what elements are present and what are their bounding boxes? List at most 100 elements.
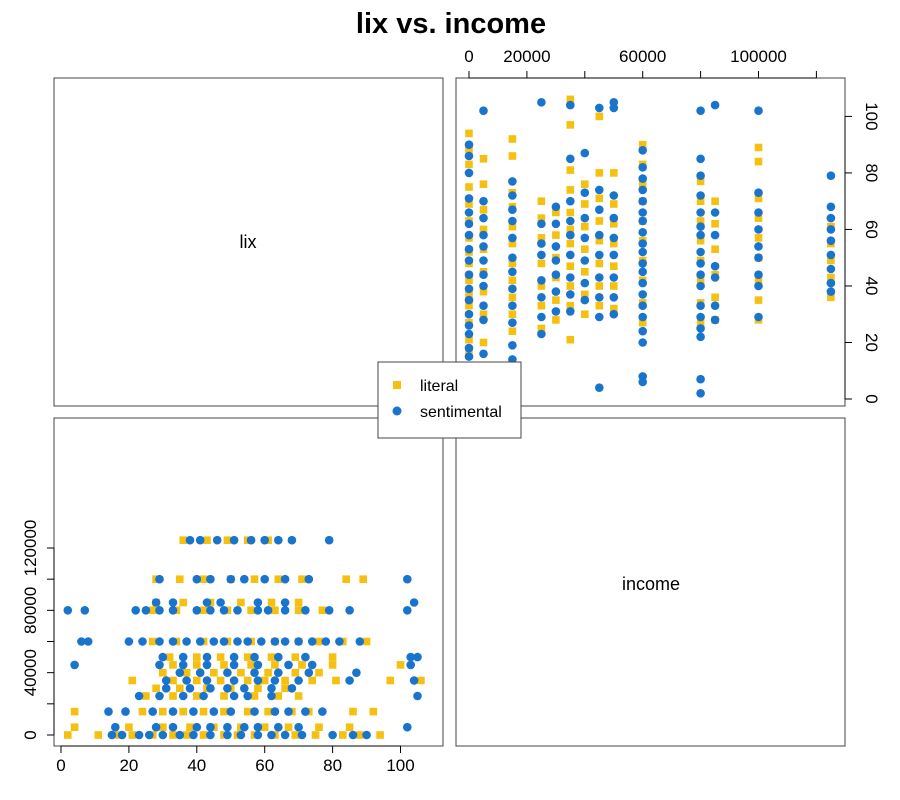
point-sentimental: [696, 191, 705, 200]
point-literal: [508, 276, 517, 285]
point-literal: [264, 668, 272, 677]
point-sentimental: [580, 148, 590, 158]
point-sentimental: [280, 574, 290, 584]
point-literal: [610, 262, 618, 270]
point-literal: [581, 245, 589, 253]
point-literal: [267, 653, 276, 661]
point-sentimental: [63, 606, 73, 615]
point-sentimental: [233, 637, 242, 646]
point-literal: [552, 208, 560, 217]
point-literal: [508, 152, 517, 160]
point-literal: [169, 661, 177, 669]
point-literal: [595, 259, 604, 268]
point-literal: [465, 276, 473, 285]
point-sentimental: [195, 637, 205, 646]
point-literal: [479, 310, 488, 318]
point-sentimental: [580, 188, 590, 197]
point-literal: [696, 236, 705, 245]
point-literal: [264, 707, 272, 716]
point-sentimental: [413, 691, 422, 701]
point-literal: [479, 287, 488, 296]
point-sentimental: [754, 281, 763, 291]
point-literal: [182, 731, 191, 739]
point-sentimental: [178, 691, 188, 701]
point-literal: [274, 692, 283, 700]
point-literal: [479, 205, 488, 214]
point-sentimental: [161, 676, 171, 685]
point-literal: [386, 676, 395, 685]
point-sentimental: [134, 691, 144, 701]
point-sentimental: [284, 707, 293, 716]
point-sentimental: [710, 100, 720, 110]
point-sentimental: [638, 301, 647, 311]
point-sentimental: [270, 676, 280, 685]
point-literal: [711, 220, 719, 228]
point-sentimental: [609, 293, 619, 302]
point-sentimental: [638, 208, 647, 217]
lower-left-points: [63, 535, 425, 740]
point-literal: [148, 606, 157, 615]
point-sentimental: [243, 691, 252, 701]
point-sentimental: [595, 250, 604, 260]
point-literal: [479, 225, 488, 234]
point-sentimental: [240, 684, 249, 693]
point-literal: [271, 661, 279, 669]
point-sentimental: [185, 684, 195, 693]
point-literal: [220, 661, 228, 669]
point-sentimental: [566, 307, 575, 316]
point-sentimental: [161, 684, 171, 693]
point-sentimental: [508, 318, 517, 328]
point-literal: [142, 692, 150, 700]
point-sentimental: [638, 239, 647, 248]
point-literal: [298, 575, 306, 583]
point-sentimental: [141, 606, 151, 615]
point-literal: [537, 282, 546, 290]
point-sentimental: [551, 256, 561, 265]
point-sentimental: [151, 722, 161, 732]
point-literal: [247, 661, 255, 669]
point-literal: [479, 180, 488, 188]
point-sentimental: [479, 242, 488, 251]
point-sentimental: [710, 230, 720, 240]
point-literal: [537, 259, 546, 268]
point-literal: [465, 200, 473, 208]
point-literal: [508, 239, 517, 248]
point-sentimental: [537, 276, 546, 285]
point-literal: [94, 731, 103, 739]
point-literal: [199, 606, 208, 615]
point-literal: [465, 301, 473, 310]
point-literal: [70, 723, 79, 731]
point-sentimental: [287, 684, 297, 693]
point-sentimental: [595, 293, 604, 302]
point-sentimental: [250, 652, 259, 662]
point-sentimental: [566, 230, 575, 240]
point-literal: [267, 598, 276, 607]
point-sentimental: [754, 188, 763, 197]
point-sentimental: [826, 225, 836, 234]
point-literal: [581, 200, 589, 208]
point-literal: [537, 324, 546, 333]
point-literal: [291, 731, 300, 739]
point-sentimental: [537, 239, 546, 248]
point-literal: [128, 731, 137, 739]
point-sentimental: [638, 228, 647, 237]
point-literal: [291, 653, 300, 661]
point-literal: [315, 723, 323, 731]
point-literal: [581, 180, 589, 188]
point-sentimental: [508, 233, 517, 243]
point-sentimental: [324, 606, 334, 615]
point-sentimental: [479, 106, 488, 115]
point-sentimental: [206, 574, 215, 584]
point-literal: [359, 575, 367, 583]
point-sentimental: [294, 676, 303, 685]
point-literal: [243, 707, 252, 716]
point-sentimental: [479, 301, 488, 311]
point-literal: [298, 661, 306, 669]
point-literal: [754, 234, 763, 242]
point-literal: [318, 606, 327, 615]
point-literal: [247, 606, 255, 615]
point-sentimental: [826, 287, 836, 296]
point-literal: [284, 723, 293, 731]
point-sentimental: [464, 343, 474, 353]
point-sentimental: [199, 691, 208, 701]
